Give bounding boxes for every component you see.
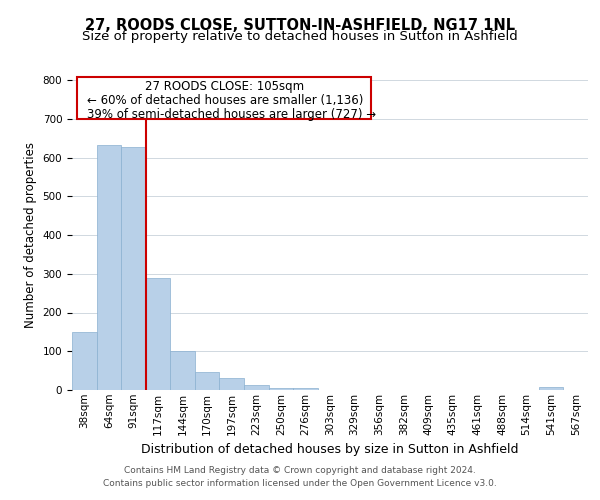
Bar bbox=[195, 372, 220, 390]
FancyBboxPatch shape bbox=[77, 77, 371, 118]
Y-axis label: Number of detached properties: Number of detached properties bbox=[24, 142, 37, 328]
Text: Size of property relative to detached houses in Sutton in Ashfield: Size of property relative to detached ho… bbox=[82, 30, 518, 43]
Bar bbox=[244, 385, 269, 390]
Text: 39% of semi-detached houses are larger (727) →: 39% of semi-detached houses are larger (… bbox=[88, 108, 377, 121]
Bar bbox=[146, 278, 170, 390]
Bar bbox=[170, 351, 195, 390]
Bar bbox=[220, 378, 244, 390]
Bar bbox=[121, 146, 146, 390]
Text: ← 60% of detached houses are smaller (1,136): ← 60% of detached houses are smaller (1,… bbox=[88, 94, 364, 107]
Bar bbox=[97, 145, 121, 390]
Bar bbox=[269, 388, 293, 390]
Text: 27, ROODS CLOSE, SUTTON-IN-ASHFIELD, NG17 1NL: 27, ROODS CLOSE, SUTTON-IN-ASHFIELD, NG1… bbox=[85, 18, 515, 32]
Text: 27 ROODS CLOSE: 105sqm: 27 ROODS CLOSE: 105sqm bbox=[145, 80, 304, 93]
Bar bbox=[72, 332, 97, 390]
X-axis label: Distribution of detached houses by size in Sutton in Ashfield: Distribution of detached houses by size … bbox=[141, 443, 519, 456]
Bar bbox=[539, 388, 563, 390]
Text: Contains HM Land Registry data © Crown copyright and database right 2024.
Contai: Contains HM Land Registry data © Crown c… bbox=[103, 466, 497, 487]
Bar bbox=[293, 388, 318, 390]
